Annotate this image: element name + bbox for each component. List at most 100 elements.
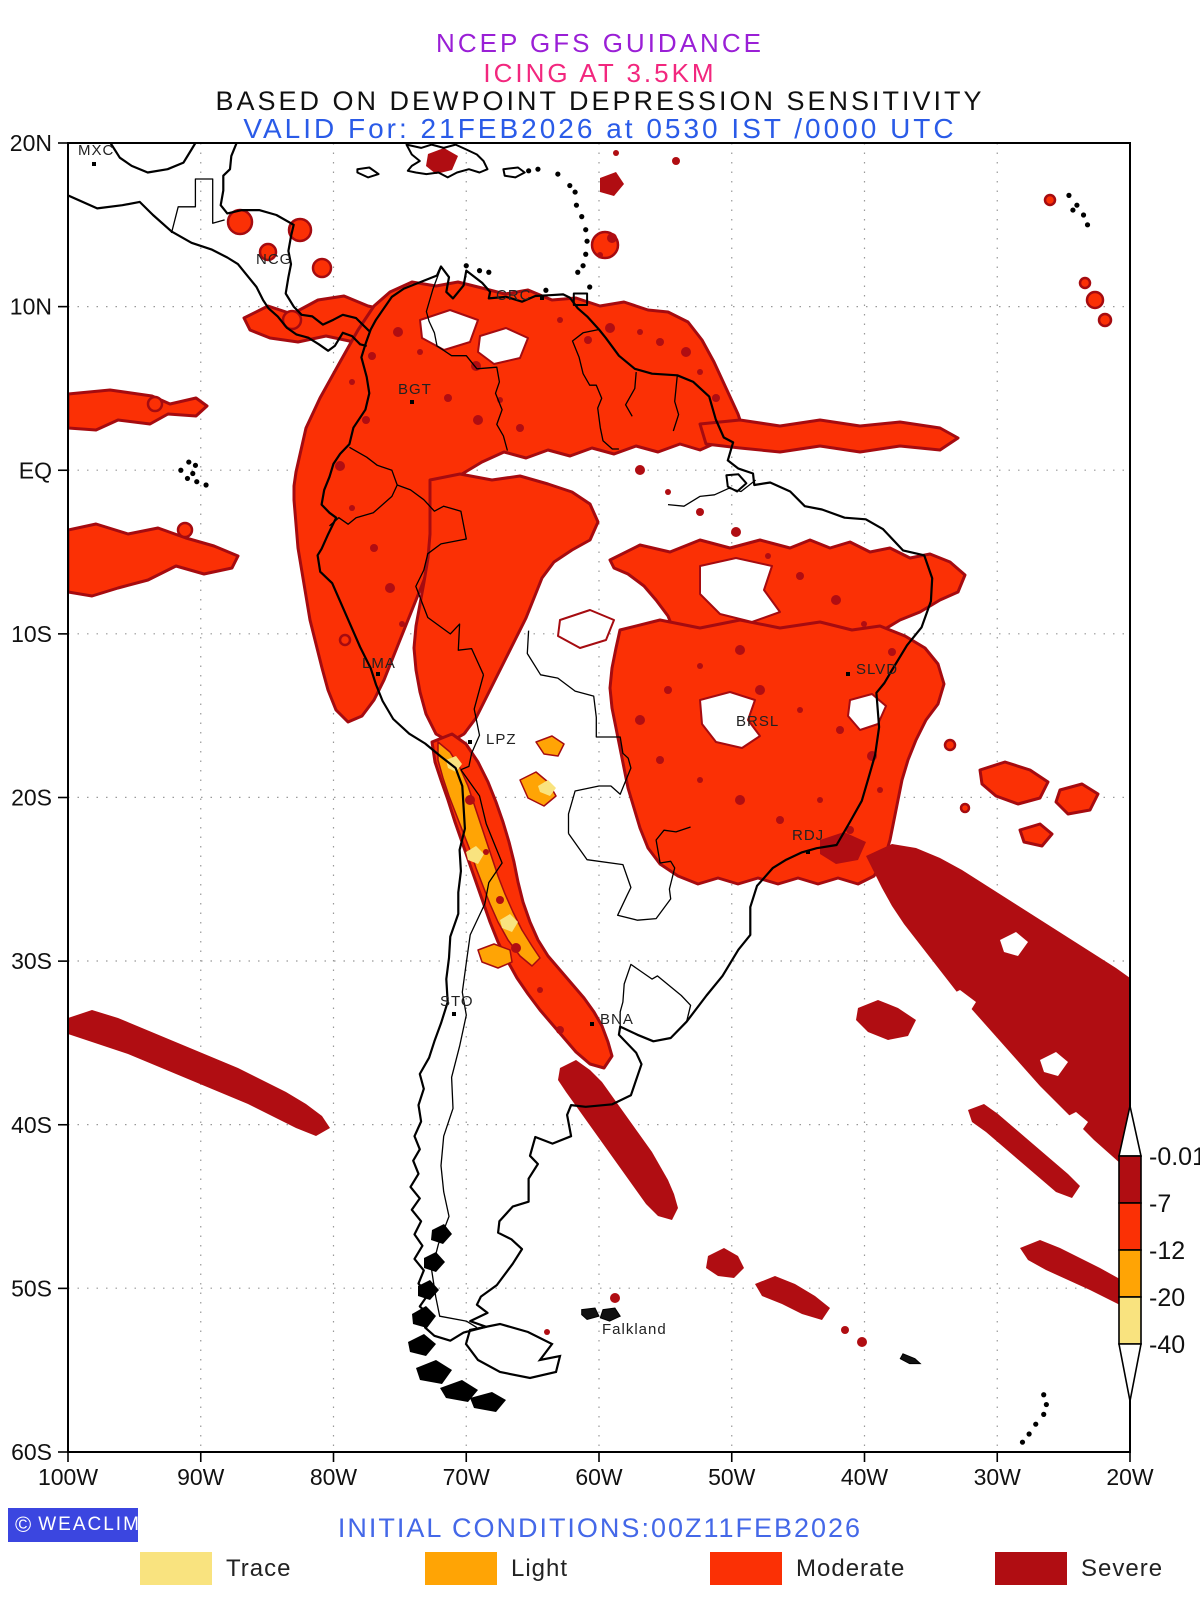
icing-spot-severe xyxy=(731,527,741,537)
legend-swatch-trace xyxy=(140,1552,212,1585)
icing-spot-moderate xyxy=(146,395,164,413)
fjord-island xyxy=(424,1252,445,1272)
city-label-falkland: Falkland xyxy=(602,1321,667,1338)
island-dot xyxy=(1066,192,1072,198)
title-valid-time: VALID For: 21FEB2026 at 0530 IST /0000 U… xyxy=(243,113,957,144)
icing-spot-severe xyxy=(697,663,703,669)
icing-spot-severe xyxy=(370,544,378,552)
icing-spot-severe xyxy=(613,150,619,156)
icing-region-severe xyxy=(755,1276,830,1320)
island-dot xyxy=(575,269,581,275)
icing-spot-severe xyxy=(556,1026,564,1034)
icing-spot-severe xyxy=(635,465,645,475)
colorbar-tick-label: -0.01 xyxy=(1149,1143,1200,1171)
island-tierra-del-fuego xyxy=(464,1322,562,1380)
icing-spot-severe xyxy=(877,787,883,793)
axis-tick-label-lon: 80W xyxy=(310,1464,358,1490)
legend-swatch-severe xyxy=(995,1552,1067,1585)
island-dot xyxy=(1041,1411,1047,1417)
island-dot xyxy=(579,214,585,220)
island-dot xyxy=(1043,1401,1049,1408)
island-filled xyxy=(599,1307,621,1322)
city-label-ncg: NCG xyxy=(256,251,292,268)
icing-spot-moderate xyxy=(1043,193,1057,207)
island-outline xyxy=(502,166,526,179)
icing-spot-severe xyxy=(511,943,521,953)
icing-spot-severe xyxy=(557,317,563,323)
country-border xyxy=(619,963,692,1027)
city-label-lpz: LPZ xyxy=(486,731,517,748)
legend-label: Severe xyxy=(1081,1554,1164,1582)
icing-spot-severe xyxy=(664,686,672,694)
icing-spot-severe xyxy=(836,726,844,734)
island-dot xyxy=(572,189,578,195)
icing-spot-moderate xyxy=(943,738,957,752)
icing-hole xyxy=(1000,932,1028,956)
icing-spot-severe xyxy=(797,707,803,713)
country-border xyxy=(425,267,509,451)
legend-swatch-moderate xyxy=(710,1552,782,1585)
country-border xyxy=(526,630,632,834)
icing-spot-severe xyxy=(672,157,680,165)
fjord-island xyxy=(418,1280,439,1300)
icing-hole xyxy=(940,990,976,1018)
icing-spot-severe xyxy=(473,415,483,425)
island-dot xyxy=(1084,222,1091,228)
icing-spot-severe xyxy=(841,1326,849,1334)
icing-region-severe xyxy=(600,172,624,196)
icing-hole xyxy=(557,609,615,649)
city-label-bgt: BGT xyxy=(398,381,432,398)
icing-region-trace xyxy=(538,780,556,796)
axis-tick-label-lat: 20N xyxy=(10,130,52,156)
island-dot xyxy=(543,287,549,293)
country-border xyxy=(329,446,398,527)
island-dot xyxy=(1033,1421,1039,1427)
icing-hole xyxy=(699,557,781,623)
colorbar-tick-label: -12 xyxy=(1149,1237,1185,1265)
axis-tick-label-lon: 50W xyxy=(708,1464,756,1490)
icing-region-severe xyxy=(426,148,458,174)
icing-region-severe xyxy=(820,832,866,864)
icing-region-moderate xyxy=(1018,822,1054,848)
island-dot xyxy=(573,202,580,208)
island-dot xyxy=(1041,1392,1047,1398)
icing-spot-severe xyxy=(537,987,543,993)
icing-region-severe xyxy=(68,1010,330,1136)
icing-spot-severe xyxy=(697,777,703,783)
country-border xyxy=(567,826,691,921)
island-dot xyxy=(584,238,590,244)
logo-text: WEACLIM xyxy=(38,1514,141,1535)
island-dot xyxy=(1080,212,1087,218)
icing-spot-severe xyxy=(846,826,854,834)
city-marker xyxy=(410,400,414,404)
island-dot xyxy=(583,251,589,257)
icing-spot-moderate xyxy=(338,633,352,647)
island-dot xyxy=(555,171,561,177)
city-label-slvd: SLVD xyxy=(856,661,898,678)
icing-spot-moderate xyxy=(1097,312,1113,328)
icing-spot-moderate xyxy=(258,242,278,262)
coastline-south-america xyxy=(316,265,934,1342)
fjord-island xyxy=(416,1360,452,1384)
icing-spot-severe xyxy=(610,1293,620,1303)
island-dot xyxy=(184,475,191,482)
city-marker xyxy=(452,1012,456,1016)
colorbar-arrow-down xyxy=(1118,1343,1142,1402)
legend-item-light: Light xyxy=(425,1552,568,1585)
icing-spot-severe xyxy=(861,621,867,627)
icing-region-severe xyxy=(558,1060,678,1220)
icing-region-severe xyxy=(866,844,1130,1172)
island-dot xyxy=(1074,202,1080,208)
icing-spot-severe xyxy=(417,349,423,355)
icing-region-light xyxy=(477,943,513,969)
icing-spot-severe xyxy=(765,553,771,559)
icing-spot-severe xyxy=(696,508,704,516)
icing-spot-moderate xyxy=(959,802,971,814)
city-marker xyxy=(806,850,810,854)
copyright-icon: © xyxy=(15,1512,32,1537)
axis-tick-label-lon: 40W xyxy=(841,1464,889,1490)
colorbar: -0.01 -7 -12 -20 -40 xyxy=(1118,1105,1200,1402)
axis-tick-label-lat: 60S xyxy=(11,1439,52,1465)
legend-item-severe: Severe xyxy=(995,1552,1163,1585)
island-outline xyxy=(725,473,748,493)
